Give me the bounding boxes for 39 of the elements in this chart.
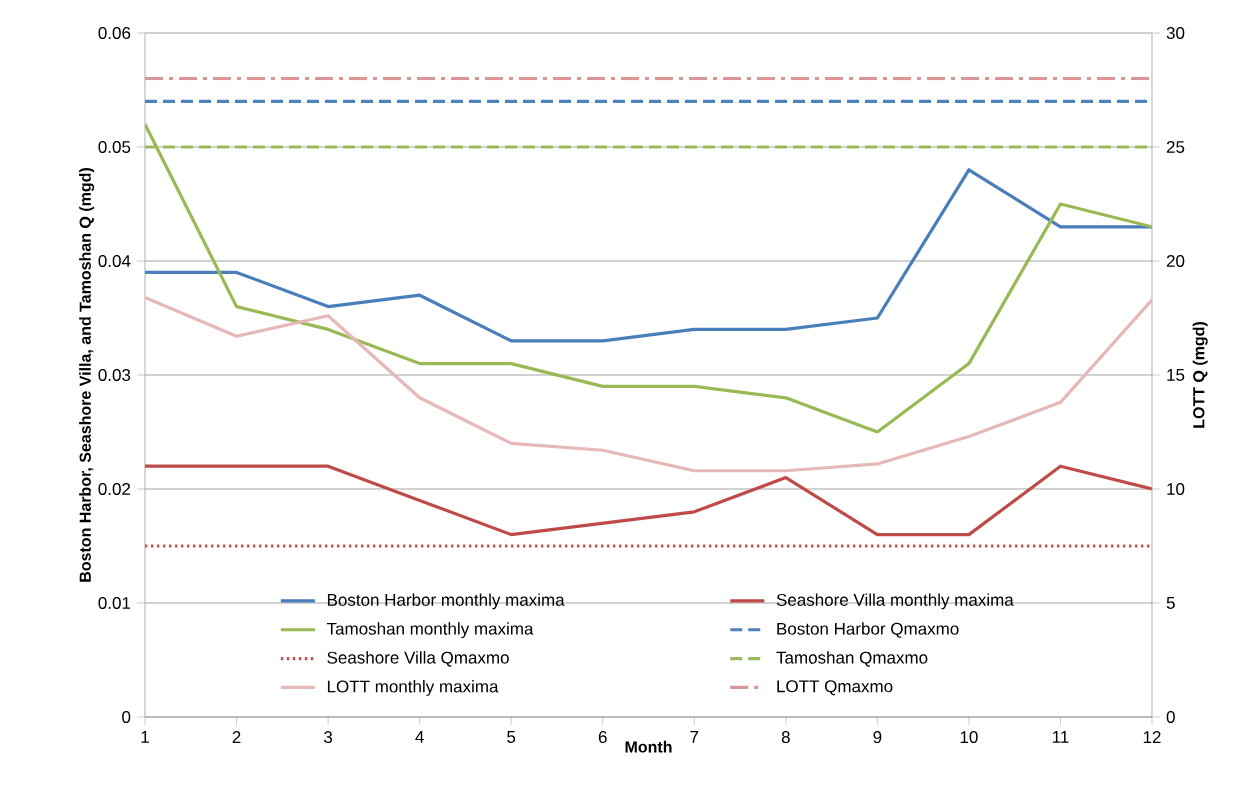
y2-tick-label: 25 (1166, 140, 1185, 153)
legend-label: LOTT monthly maxima (327, 680, 499, 696)
y2-tick-label: 10 (1167, 482, 1185, 495)
legend-label: LOTT Qmaxmo (777, 680, 893, 696)
x-tick-label: 3 (324, 731, 333, 744)
legend-label: Boston Harbor monthly maxima (327, 593, 565, 610)
y2-axis-title: LOTT Q (mgd) (1192, 322, 1208, 428)
y2-tick-label: 15 (1167, 369, 1185, 381)
x-tick-label: 4 (415, 731, 424, 743)
x-tick-label: 6 (598, 731, 607, 744)
y-tick-label: 0.01 (98, 596, 131, 609)
y-tick-label: 0.04 (98, 254, 131, 268)
y-tick-label: 0.06 (98, 27, 131, 40)
legend-label: Tamoshan monthly maxima (326, 622, 534, 639)
x-tick-label: 8 (781, 731, 790, 744)
line-series (145, 122, 1152, 434)
x-tick-label: 5 (507, 731, 516, 743)
legend-label: Tamoshan Qmaxmo (776, 651, 928, 667)
y-tick-label: 0.03 (98, 368, 131, 381)
x-tick-label: 7 (690, 731, 699, 743)
x-tick-label: 11 (1052, 731, 1069, 743)
x-axis-title: Month (625, 740, 672, 753)
x-tick-label: 12 (1143, 731, 1161, 743)
y-tick-label: 0.05 (98, 140, 131, 154)
x-tick-label: 1 (141, 731, 149, 743)
legend-label: Seashore Villa Qmaxmo (327, 651, 509, 667)
y2-tick-label: 5 (1166, 597, 1175, 609)
y-axis-title: Boston Harbor, Seashore Villa, and Tamoshan Q (mgd) (79, 168, 95, 582)
legend-label: Seashore Villa monthly maxima (776, 593, 1014, 610)
x-tick-label: 2 (232, 731, 241, 743)
x-tick-label: 9 (873, 731, 882, 744)
y2-tick-label: 20 (1166, 254, 1185, 267)
y2-tick-label: 30 (1166, 26, 1185, 39)
y2-tick-label: 0 (1166, 710, 1175, 723)
legend-label: Boston Harbor Qmaxmo (777, 622, 959, 638)
y-tick-label: 0.02 (98, 482, 131, 495)
line-series (145, 295, 1152, 473)
y-tick-label: 0 (122, 710, 131, 723)
x-tick-label: 10 (960, 731, 978, 744)
